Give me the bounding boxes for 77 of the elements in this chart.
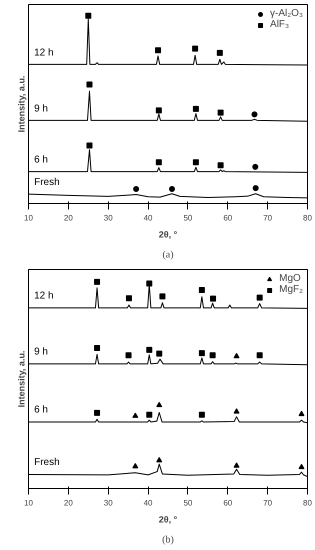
series-label: 12 h (34, 47, 54, 58)
point (85, 12, 92, 19)
point (252, 185, 259, 192)
point (156, 402, 162, 408)
point (298, 464, 305, 470)
point (234, 408, 240, 414)
point (198, 286, 205, 293)
x-tick-label: 20 (64, 214, 74, 222)
point (256, 294, 263, 301)
point (146, 280, 152, 287)
x-tick-label: 60 (223, 498, 233, 508)
point (146, 412, 152, 418)
point (198, 350, 205, 356)
series-label: Fresh (34, 177, 60, 188)
point (252, 164, 258, 170)
x-tick-label: 50 (183, 498, 193, 508)
point (251, 111, 258, 118)
point (159, 293, 166, 300)
x-tick-label: 40 (144, 498, 154, 508)
x-tick-label: 30 (104, 214, 114, 222)
point (210, 352, 216, 358)
series-label: 6 h (34, 154, 48, 166)
point (86, 142, 92, 148)
point (210, 296, 216, 302)
y-axis-title: Intensity, a.u. (16, 76, 26, 132)
point (256, 352, 263, 358)
x-axis-title: 2θ, ° (158, 230, 178, 240)
legend-label: AlF₃ (270, 19, 290, 30)
x-axis-title: 2θ, ° (158, 514, 178, 524)
text: (b) (162, 534, 174, 546)
point (94, 278, 100, 285)
series-label: 9 h (34, 103, 48, 114)
point (94, 410, 100, 416)
series-label: Fresh (34, 456, 60, 468)
series-label: 9 h (34, 346, 48, 358)
point (146, 346, 152, 353)
point (234, 462, 240, 468)
point (156, 350, 162, 357)
point (218, 162, 224, 168)
x-tick-label: 70 (263, 498, 273, 508)
x-tick-label: 60 (223, 214, 233, 222)
point (168, 186, 175, 192)
point (216, 50, 223, 56)
text: (a) (162, 250, 174, 260)
x-tick-label: 80 (303, 498, 312, 508)
point (234, 352, 240, 358)
legend-label: γ-Al₂O₃ (270, 8, 303, 19)
point (86, 81, 92, 88)
series-label: 12 h (34, 290, 54, 302)
point (298, 410, 305, 416)
point (126, 295, 132, 302)
x-tick-label: 10 (24, 498, 34, 508)
point (132, 412, 138, 418)
y-axis-title: Intensity, a.u. (16, 350, 26, 408)
x-tick-label: 40 (144, 214, 154, 222)
legend-label: MgF₂ (279, 284, 303, 295)
point (156, 107, 162, 114)
point (133, 186, 140, 192)
point (192, 106, 199, 112)
x-tick-label: 50 (183, 214, 193, 222)
point (126, 352, 132, 358)
legend-label: MgO (279, 273, 301, 284)
point (198, 412, 205, 418)
point (192, 159, 199, 166)
x-tick-label: 30 (104, 498, 114, 508)
x-tick-label: 10 (24, 214, 34, 222)
point (192, 46, 198, 52)
point (156, 457, 162, 462)
point (218, 110, 224, 116)
point (132, 463, 138, 468)
point (155, 47, 162, 54)
x-tick-label: 20 (64, 498, 74, 508)
x-tick-label: 80 (303, 214, 312, 222)
series-label: 6 h (34, 404, 48, 416)
point (156, 159, 162, 166)
x-tick-label: 70 (263, 214, 273, 222)
point (94, 345, 100, 352)
